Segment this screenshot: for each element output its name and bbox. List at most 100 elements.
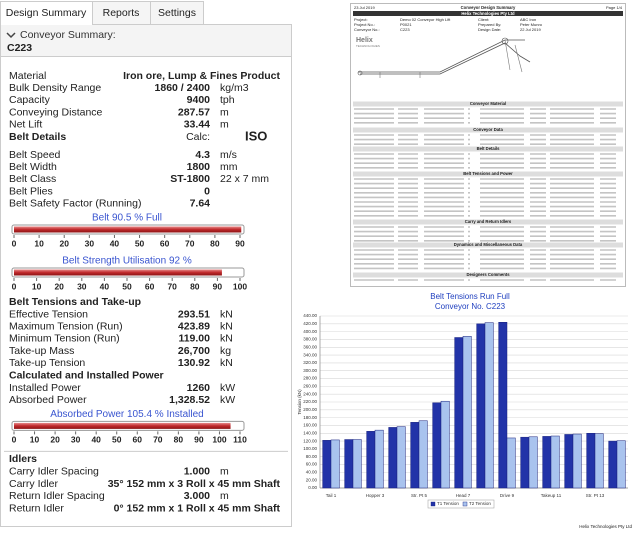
y-tick-label: 140.00 [303, 430, 317, 435]
report-title: Conveyor Design Summary [461, 5, 516, 10]
row-value: 9400 [187, 94, 211, 106]
bar [440, 400, 450, 489]
tab-label[interactable]: Reports [103, 7, 140, 19]
gauge-tick-label: 60 [145, 281, 155, 291]
row-label: Take-up Tension [9, 357, 85, 369]
row-unit: kW [220, 394, 235, 406]
gauge-tick-label: 50 [135, 238, 145, 248]
bar [374, 429, 384, 489]
row-value: 3.000 [184, 490, 210, 502]
row-label: Installed Power [9, 382, 81, 394]
y-tick-label: 260.00 [303, 384, 317, 389]
gauge-tick-label: 70 [167, 281, 177, 291]
row-label: Belt Width [9, 161, 57, 173]
row-label: Effective Tension [9, 308, 88, 320]
row-value: 1800 [187, 161, 211, 173]
y-tick-label: 20.00 [306, 477, 318, 482]
gauge-tick-label: 40 [91, 435, 101, 445]
chart-title: Belt Tensions Run Full [430, 292, 510, 301]
row-label: Belt Plies [9, 185, 53, 197]
y-tick-label: 160.00 [303, 423, 317, 428]
gauge-tick-label: 50 [122, 281, 132, 291]
report-section-bar [353, 101, 623, 107]
gauge-tick-label: 0 [12, 281, 17, 291]
bar [476, 323, 486, 489]
bar [388, 427, 398, 489]
collapse-icon[interactable] [6, 32, 16, 39]
report-info: 22 Jul 2019 [520, 27, 541, 32]
row-value: 0° 152 mm x 1 Roll x 45 mm Shaft [114, 502, 281, 514]
y-tick-label: 40.00 [306, 470, 318, 475]
bar [418, 420, 428, 489]
report-section: Carry and Return Idlers [465, 219, 512, 224]
gauge-fill [14, 226, 242, 233]
row-unit: m [220, 490, 229, 502]
y-tick-label: 180.00 [303, 415, 317, 420]
gauge-tick-label: 30 [77, 281, 87, 291]
report: 23 Jul 2019 Conveyor Design Summary Page 1… [353, 5, 623, 281]
y-tick-label: 220.00 [303, 399, 317, 404]
y-axis-title: Tension (kN) [297, 389, 302, 415]
report-section-bar [353, 127, 623, 133]
legend-swatch [462, 501, 468, 507]
tab-label[interactable]: Design Summary [6, 7, 87, 19]
row-unit: kN [220, 357, 233, 369]
conveyor-id: C223 [7, 42, 32, 54]
gauge-tick-label: 0 [12, 238, 17, 248]
tab[interactable] [150, 1, 204, 25]
bar [616, 440, 626, 489]
gauge-fill [14, 269, 222, 276]
gauge-title: Belt Strength Utilisation 92 % [62, 256, 192, 267]
section-heading: Calculated and Installed Power [9, 369, 164, 381]
row-unit: mm [220, 161, 238, 173]
row-label: Material [9, 70, 46, 82]
report-section-bar [353, 171, 623, 177]
y-tick-label: 300.00 [303, 368, 317, 373]
row-label: Minimum Tension (Run) [9, 333, 120, 345]
bar [542, 436, 552, 489]
chart-subtitle: Conveyor No. C223 [435, 302, 506, 311]
row-label: Capacity [9, 94, 51, 106]
row-value: 293.51 [178, 308, 210, 320]
bar [484, 322, 494, 489]
legend-swatch [430, 501, 436, 507]
gauge-tick-label: 30 [71, 435, 81, 445]
row-label: Belt Class [9, 173, 56, 185]
row-value: 1,328.52 [169, 394, 210, 406]
row-label: Maximum Tension (Run) [9, 320, 123, 332]
bar [432, 402, 442, 489]
bar [322, 440, 332, 489]
bar [520, 436, 530, 489]
gauge-tick-label: 90 [235, 238, 245, 248]
row-label: Return Idler [9, 502, 64, 514]
x-tick-label: Str. Pt 13 [586, 493, 605, 498]
row-unit: m/s [220, 149, 237, 161]
bar [608, 440, 618, 489]
y-tick-label: 320.00 [303, 360, 317, 365]
tab-label[interactable]: Settings [158, 7, 196, 19]
row-value: 119.00 [178, 333, 210, 345]
row-value: 0 [204, 185, 210, 197]
bar [396, 426, 406, 489]
report-info: Client: [478, 17, 489, 22]
gauge-tick-label: 20 [59, 238, 69, 248]
legend-label: T2 Tension [469, 501, 491, 506]
bar [462, 336, 472, 489]
bar [594, 433, 604, 489]
y-tick-label: 440.00 [303, 313, 317, 318]
row-unit: kN [220, 320, 233, 332]
row-label: Conveying Distance [9, 106, 103, 118]
gauge-tick-label: 30 [85, 238, 95, 248]
row-unit: kN [220, 333, 233, 345]
x-tick-label: Head 7 [456, 493, 471, 498]
row-label: Carry Idler Spacing [9, 466, 99, 478]
bar [550, 435, 560, 489]
row-unit: kN [220, 308, 233, 320]
y-tick-label: 420.00 [303, 321, 317, 326]
report-info: Project: [354, 17, 368, 22]
row-label: Belt Safety Factor (Running) [9, 198, 141, 210]
gauge-tick-label: 10 [34, 238, 44, 248]
row-unit: kW [220, 382, 235, 394]
